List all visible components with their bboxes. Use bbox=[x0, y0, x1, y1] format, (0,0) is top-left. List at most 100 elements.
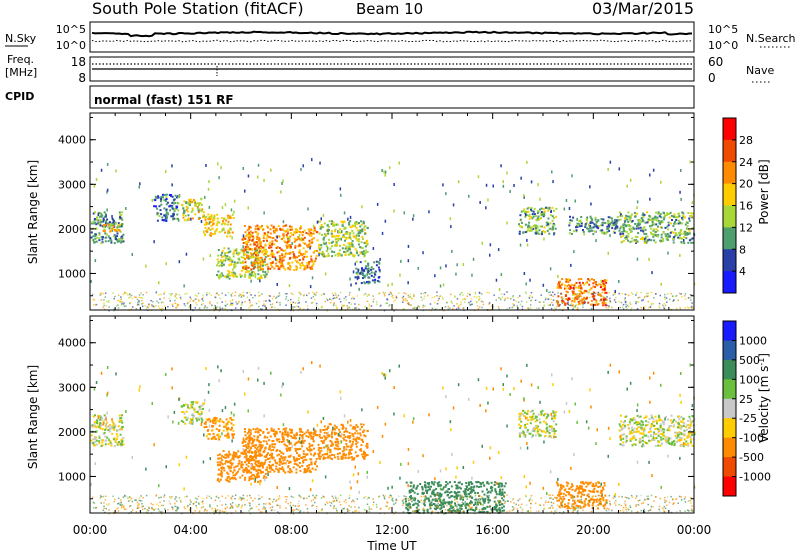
heatmap-cell bbox=[279, 304, 281, 306]
heatmap-cell bbox=[343, 431, 345, 433]
heatmap-cell bbox=[405, 498, 407, 500]
heatmap-cell bbox=[624, 220, 626, 222]
heatmap-cell bbox=[392, 295, 394, 297]
heatmap-cell bbox=[260, 446, 262, 448]
heatmap-cell bbox=[236, 248, 238, 250]
heatmap-cell bbox=[595, 239, 597, 242]
heatmap-cell bbox=[194, 200, 196, 202]
heatmap-cell bbox=[169, 298, 171, 300]
heatmap-cell bbox=[622, 233, 624, 235]
heatmap-cell bbox=[137, 299, 139, 301]
heatmap-cell bbox=[230, 429, 232, 431]
heatmap-cell bbox=[445, 264, 447, 267]
heatmap-cell bbox=[125, 306, 127, 308]
heatmap-cell bbox=[303, 268, 305, 270]
heatmap-cell bbox=[547, 230, 549, 232]
heatmap-cell bbox=[126, 293, 128, 295]
noise-right-tick-bottom: 10^0 bbox=[708, 39, 738, 52]
heatmap-cell bbox=[543, 301, 545, 303]
heatmap-cell bbox=[551, 294, 553, 296]
heatmap-cell bbox=[243, 251, 245, 253]
heatmap-cell bbox=[220, 479, 222, 481]
heatmap-cell bbox=[289, 461, 291, 463]
heatmap-cell bbox=[653, 303, 655, 305]
heatmap-cell bbox=[385, 292, 387, 294]
heatmap-cell bbox=[345, 440, 347, 442]
heatmap-cell bbox=[320, 450, 322, 452]
colorbar-segment bbox=[723, 271, 736, 293]
heatmap-cell bbox=[355, 263, 357, 266]
heatmap-cell bbox=[576, 304, 578, 306]
heatmap-cell bbox=[684, 234, 686, 236]
heatmap-cell bbox=[156, 300, 158, 302]
heatmap-cell bbox=[186, 206, 188, 208]
heatmap-cell bbox=[675, 219, 677, 221]
heatmap-cell bbox=[353, 298, 355, 300]
heatmap-cell bbox=[166, 203, 168, 205]
heatmap-cell bbox=[522, 210, 524, 212]
heatmap-cell bbox=[221, 265, 223, 267]
heatmap-cell bbox=[217, 218, 219, 220]
heatmap-cell bbox=[265, 300, 267, 302]
heatmap-cell bbox=[226, 255, 228, 257]
power-ylabel: Slant Range [km] bbox=[26, 160, 40, 264]
heatmap-cell bbox=[120, 434, 122, 436]
heatmap-cell bbox=[598, 292, 600, 294]
heatmap-cell bbox=[571, 284, 573, 286]
heatmap-cell bbox=[229, 304, 231, 306]
heatmap-cell bbox=[490, 243, 492, 246]
heatmap-cell bbox=[280, 229, 282, 231]
heatmap-cell bbox=[625, 294, 627, 296]
heatmap-cell bbox=[119, 226, 121, 228]
heatmap-cell bbox=[121, 211, 123, 213]
heatmap-cell bbox=[311, 444, 313, 446]
heatmap-cell bbox=[252, 442, 254, 444]
heatmap-cell bbox=[227, 433, 229, 435]
heatmap-cell bbox=[106, 234, 108, 236]
heatmap-cell bbox=[482, 301, 484, 303]
heatmap-cell bbox=[247, 248, 249, 250]
heatmap-cell bbox=[465, 298, 467, 300]
heatmap-cell bbox=[268, 464, 270, 466]
heatmap-cell bbox=[365, 241, 367, 243]
heatmap-cell bbox=[363, 424, 365, 426]
heatmap-cell bbox=[685, 224, 687, 226]
heatmap-cell bbox=[577, 304, 579, 306]
heatmap-cell bbox=[458, 180, 460, 183]
heatmap-cell bbox=[319, 233, 321, 235]
heatmap-cell bbox=[450, 294, 452, 296]
heatmap-cell bbox=[593, 296, 595, 298]
heatmap-cell bbox=[512, 303, 514, 305]
heatmap-cell bbox=[260, 480, 262, 482]
heatmap-cell bbox=[250, 280, 252, 283]
heatmap-cell bbox=[595, 217, 597, 219]
heatmap-cell bbox=[266, 251, 268, 253]
heatmap-cell bbox=[214, 233, 216, 235]
heatmap-cell bbox=[237, 457, 239, 459]
heatmap-cell bbox=[125, 207, 127, 210]
heatmap-cell bbox=[223, 247, 225, 249]
heatmap-cell bbox=[137, 302, 139, 304]
heatmap-cell bbox=[625, 215, 627, 217]
heatmap-cell bbox=[242, 470, 244, 472]
heatmap-cell bbox=[335, 294, 337, 296]
heatmap-cell bbox=[289, 447, 291, 449]
heatmap-cell bbox=[326, 255, 328, 257]
heatmap-cell bbox=[415, 308, 417, 310]
heatmap-cell bbox=[364, 233, 366, 235]
heatmap-cell bbox=[104, 224, 106, 226]
heatmap-cell bbox=[664, 303, 666, 305]
heatmap-cell bbox=[391, 293, 393, 295]
heatmap-cell bbox=[274, 307, 276, 309]
heatmap-cell bbox=[103, 230, 105, 232]
heatmap-cell bbox=[232, 303, 234, 305]
heatmap-cell bbox=[244, 456, 246, 458]
heatmap-cell bbox=[229, 260, 231, 262]
heatmap-cell bbox=[313, 440, 315, 442]
heatmap-cell bbox=[448, 306, 450, 308]
heatmap-cell bbox=[316, 458, 318, 460]
heatmap-cell bbox=[247, 458, 249, 460]
heatmap-cell bbox=[361, 439, 363, 441]
heatmap-cell bbox=[192, 413, 194, 415]
heatmap-cell bbox=[350, 424, 352, 426]
